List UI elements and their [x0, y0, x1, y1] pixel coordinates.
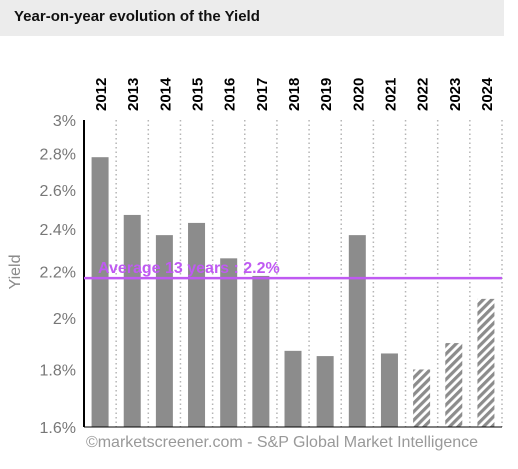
y-tick-label: 2.2% — [40, 264, 76, 281]
y-tick-label: 2% — [53, 311, 76, 328]
x-tick-label: 2022 — [415, 78, 432, 111]
bar-2018 — [284, 350, 302, 427]
bar-2020 — [348, 235, 366, 427]
bar-2021 — [380, 353, 398, 427]
bar-2013 — [123, 214, 141, 427]
y-tick-label: 1.8% — [40, 362, 76, 379]
bar-estimated-2024 — [477, 298, 495, 427]
x-tick-label: 2014 — [157, 77, 174, 111]
x-tick-label: 2024 — [479, 77, 496, 111]
chart-header: Year-on-year evolution of the Yield — [0, 0, 504, 36]
bar-2016 — [220, 258, 238, 427]
y-axis-label: Yield — [7, 255, 24, 290]
x-tick-label: 2015 — [190, 78, 207, 111]
x-tick-label: 2021 — [382, 78, 399, 111]
y-tick-label: 3% — [53, 113, 76, 130]
bar-2012 — [91, 157, 109, 428]
x-tick-label: 2017 — [254, 78, 271, 111]
y-tick-label: 2.8% — [40, 147, 76, 164]
chart-title: Year-on-year evolution of the Yield — [14, 8, 260, 25]
bar-2015 — [188, 222, 206, 427]
label-layer: 1.6% 1.8% 2% 2.2% 2.4% 2.6% 2.8% 3% 2012 2013 2014… — [40, 77, 502, 437]
bar-2017 — [252, 275, 270, 427]
bar-estimated-2022 — [413, 369, 431, 427]
bar-layer — [91, 157, 495, 428]
watermark: ©marketscreener.com - S&P Global Market … — [86, 434, 478, 451]
axis-layer — [83, 120, 502, 428]
average-label: Average 13 years : 2.2% — [98, 260, 280, 277]
x-tick-label: 2019 — [318, 78, 335, 111]
y-tick-label: 1.6% — [40, 420, 76, 437]
bar-estimated-2023 — [445, 343, 463, 427]
x-tick-label: 2020 — [350, 78, 367, 111]
x-tick-label: 2012 — [93, 78, 110, 111]
bar-2014 — [155, 235, 173, 427]
bar-2019 — [316, 356, 334, 427]
x-tick-label: 2016 — [222, 78, 239, 111]
grid-layer — [115, 120, 503, 427]
x-tick-label: 2018 — [286, 78, 303, 111]
y-tick-label: 2.6% — [40, 183, 76, 200]
y-tick-label: 2.4% — [40, 222, 76, 239]
x-tick-label: 2013 — [125, 78, 142, 111]
x-tick-label: 2023 — [447, 78, 464, 111]
